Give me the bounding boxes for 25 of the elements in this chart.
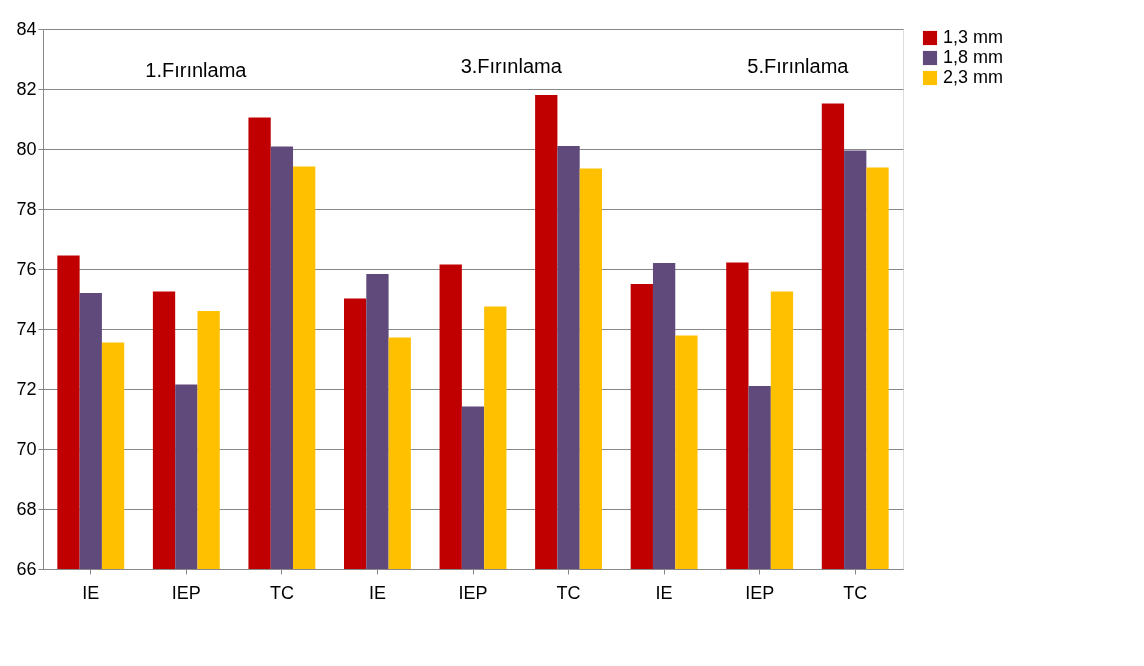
y-tick-label: 76: [16, 258, 37, 279]
y-tick-label: 82: [16, 78, 37, 99]
y-tick-label: 72: [16, 378, 37, 399]
y-tick-label: 74: [16, 318, 37, 339]
y-tick-label: 84: [16, 18, 37, 39]
x-tick-label: IEP: [171, 582, 201, 603]
y-tick-label: 70: [16, 438, 37, 459]
y-tick-label: 66: [16, 558, 37, 579]
x-tick-label: IEP: [745, 582, 775, 603]
y-tick-label: 78: [16, 198, 37, 219]
x-tick-label: TC: [269, 582, 294, 603]
annotation: 1.Fırınlama: [145, 59, 248, 81]
x-tick-label: IE: [368, 582, 386, 603]
x-tick-label: TC: [556, 582, 581, 603]
x-tick-label: IE: [82, 582, 100, 603]
annotation: 5.Fırınlama: [747, 55, 850, 77]
y-tick-label: 68: [16, 498, 37, 519]
x-tick-label: IE: [655, 582, 673, 603]
x-tick-label: TC: [843, 582, 868, 603]
legend-label: 1,3 mm: [943, 27, 1004, 47]
legend-label: 1,8 mm: [943, 47, 1004, 67]
legend-label: 2,3 mm: [943, 67, 1004, 87]
y-tick-label: 80: [16, 138, 37, 159]
x-tick-label: IEP: [458, 582, 488, 603]
annotation: 3.Fırınlama: [460, 55, 563, 77]
